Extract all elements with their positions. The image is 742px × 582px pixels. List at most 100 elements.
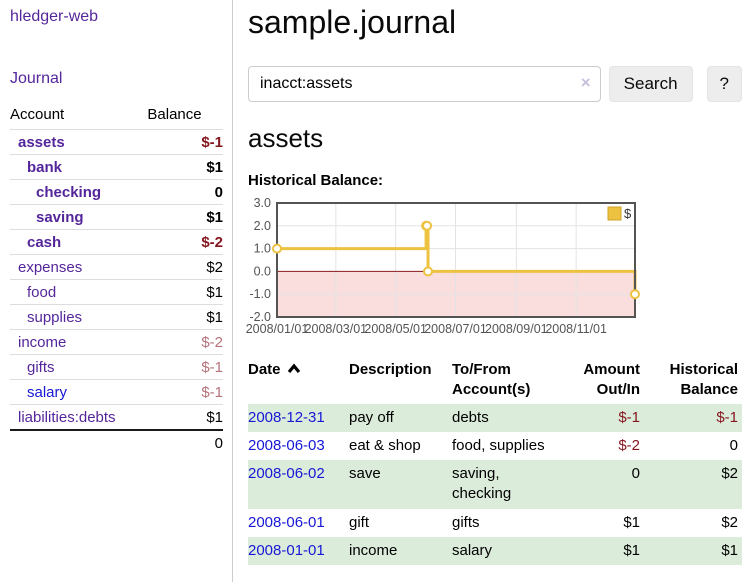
account-row: salary $-1 — [10, 379, 223, 405]
accounts-table: Account Balance assets $-1 bank $1 checking 0… — [10, 103, 223, 456]
sidebar: hledger-web Journal Account Balance asse… — [0, 0, 233, 582]
transaction-accounts: debts — [452, 408, 489, 426]
sidebar-account-saving[interactable]: saving — [36, 209, 84, 226]
transaction-description: save — [349, 465, 381, 482]
x-tick-label: 2008/01/01 — [246, 322, 309, 336]
sidebar-account-checking[interactable]: checking — [36, 184, 102, 201]
transaction-balance: $2 — [721, 465, 738, 482]
transaction-date-link[interactable]: 2008-12-31 — [248, 408, 325, 426]
account-balance: $1 — [147, 279, 223, 305]
y-tick-label: 1.0 — [254, 242, 271, 256]
transaction-accounts: gifts — [452, 513, 480, 531]
account-row: gifts $-1 — [10, 354, 223, 380]
app-title-link[interactable]: hledger-web — [10, 8, 99, 25]
account-row: assets $-1 — [10, 130, 223, 155]
account-row: bank $1 — [10, 154, 223, 180]
x-tick-label: 2008/11/01 — [545, 322, 607, 336]
x-tick-label: 2008/05/01 — [364, 322, 427, 336]
y-tick-label: 0.0 — [254, 264, 271, 278]
transaction-amount: $1 — [623, 513, 640, 531]
account-balance: $1 — [147, 204, 223, 230]
transaction-balance: 0 — [729, 436, 738, 454]
account-balance: $1 — [147, 304, 223, 330]
account-balance: 0 — [147, 179, 223, 205]
accounts-total-balance: 0 — [147, 429, 223, 456]
transaction-date-link[interactable]: 2008-06-03 — [248, 436, 325, 454]
page-title: sample.journal — [248, 4, 457, 40]
register-header-balance: Historical Balance — [669, 361, 738, 399]
x-tick-label: 2008/09/01 — [485, 322, 548, 336]
register-row: 2008-12-31 pay off debts $-1 $-1 — [248, 403, 742, 432]
search-input[interactable] — [248, 66, 601, 102]
y-tick-label: 2.0 — [254, 219, 271, 233]
main-content: sample.journal × Search ? assets Histori… — [246, 0, 742, 565]
accounts-header-account: Account — [10, 103, 148, 130]
sidebar-account-food[interactable]: food — [27, 284, 57, 301]
transaction-date-link[interactable]: 2008-01-01 — [248, 541, 325, 559]
transaction-description: income — [349, 541, 398, 559]
register-header-date[interactable]: Date — [248, 357, 345, 404]
account-balance: $-1 — [147, 354, 223, 380]
transaction-balance: $1 — [721, 541, 738, 559]
transaction-date-link[interactable]: 2008-06-01 — [248, 513, 325, 531]
transaction-balance: $-1 — [716, 408, 738, 426]
accounts-header-balance: Balance — [147, 103, 223, 130]
register-row: 2008-06-02 save saving, checking 0 $2 — [248, 460, 742, 509]
accounts-header-row: Account Balance — [10, 103, 223, 130]
sidebar-account-gifts[interactable]: gifts — [27, 359, 55, 376]
transaction-description: gift — [349, 513, 370, 531]
register-header-date-label: Date — [248, 361, 281, 378]
account-row: cash $-2 — [10, 229, 223, 255]
sidebar-account-cash[interactable]: cash — [27, 234, 62, 251]
account-balance: $-2 — [147, 329, 223, 355]
transaction-date-link[interactable]: 2008-06-02 — [248, 465, 325, 482]
transaction-amount: 0 — [631, 465, 640, 482]
account-row: checking 0 — [10, 179, 223, 205]
chart-label: Historical Balance: — [248, 172, 384, 189]
plot-border — [276, 202, 636, 318]
transaction-description: pay off — [349, 408, 394, 426]
sidebar-item-journal[interactable]: Journal — [10, 70, 63, 87]
register-table: Date Description To/From Account(s) Amou… — [248, 357, 742, 565]
sidebar-account-income[interactable]: income — [18, 334, 67, 351]
accounts-total-row: 0 — [10, 429, 223, 456]
help-button[interactable]: ? — [706, 66, 742, 102]
legend-swatch — [607, 206, 622, 221]
register-header-accounts: To/From Account(s) — [452, 361, 531, 399]
sort-ascending-icon — [287, 363, 300, 374]
search-button[interactable]: Search — [608, 66, 693, 102]
account-balance: $1 — [147, 154, 223, 180]
transaction-accounts: food, supplies — [452, 436, 545, 454]
y-tick-label: 3.0 — [254, 196, 271, 210]
account-row: expenses $2 — [10, 254, 223, 280]
transaction-amount: $1 — [623, 541, 640, 559]
sidebar-account-expenses[interactable]: expenses — [18, 259, 83, 276]
transaction-accounts: saving, checking — [452, 465, 512, 503]
legend-label: $ — [624, 206, 632, 221]
register-header-row: Date Description To/From Account(s) Amou… — [248, 357, 742, 404]
transaction-amount: $-1 — [618, 408, 640, 426]
account-row: food $1 — [10, 279, 223, 305]
transaction-amount: $-2 — [618, 436, 640, 454]
account-row: liabilities:debts $1 — [10, 404, 223, 430]
search-input-wrap: × — [248, 66, 601, 102]
sidebar-account-salary[interactable]: salary — [27, 384, 68, 401]
data-point-marker — [272, 243, 282, 254]
data-point-marker — [630, 289, 640, 300]
account-row: income $-2 — [10, 329, 223, 355]
historical-balance-chart[interactable]: $3.0 2.0 1.0 0.0 -1.0 -2.02008/01/012008/03/0… — [246, 196, 640, 340]
transaction-accounts: salary — [452, 541, 493, 559]
register-row: 2008-01-01 income salary $1 $1 — [248, 536, 742, 565]
transaction-balance: $2 — [721, 513, 738, 531]
clear-search-icon[interactable]: × — [580, 73, 591, 92]
account-balance: $-1 — [147, 379, 223, 405]
account-row: supplies $1 — [10, 304, 223, 330]
data-point-marker — [423, 266, 434, 277]
sidebar-account-liabilities-debts[interactable]: liabilities:debts — [18, 409, 116, 426]
register-header-description: Description — [349, 361, 432, 378]
x-tick-label: 2008/03/01 — [305, 322, 368, 336]
sidebar-account-bank[interactable]: bank — [27, 159, 63, 176]
data-point-marker — [422, 220, 433, 231]
sidebar-account-supplies[interactable]: supplies — [27, 309, 83, 326]
sidebar-account-assets[interactable]: assets — [18, 134, 65, 151]
